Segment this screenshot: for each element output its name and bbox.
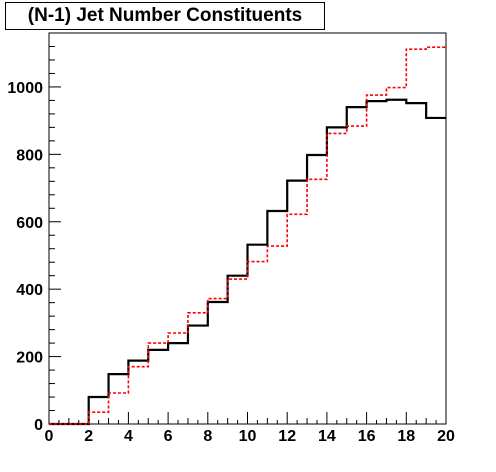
y-tick-label: 200: [16, 350, 43, 367]
y-tick-label: 0: [34, 417, 43, 434]
x-tick-label: 8: [203, 428, 212, 445]
y-tick-label: 400: [16, 282, 43, 299]
y-tick-label: 1000: [7, 80, 43, 97]
x-tick-label: 14: [318, 428, 336, 445]
y-tick-label: 600: [16, 215, 43, 232]
x-tick-label: 10: [239, 428, 257, 445]
x-tick-label: 16: [358, 428, 376, 445]
x-tick-label: 18: [397, 428, 415, 445]
plot-frame: [48, 32, 447, 425]
x-tick-label: 4: [124, 428, 133, 445]
series-dashed-step-line: [49, 46, 446, 425]
series-solid-step-line: [49, 98, 446, 426]
y-tick-label: 800: [16, 147, 43, 164]
x-tick-label: 20: [437, 428, 455, 445]
x-tick-label: 0: [45, 428, 54, 445]
x-tick-label: 12: [278, 428, 296, 445]
x-tick-label: 6: [164, 428, 173, 445]
chart-title: (N-1) Jet Number Constituents: [5, 2, 325, 30]
x-tick-label: 2: [84, 428, 93, 445]
